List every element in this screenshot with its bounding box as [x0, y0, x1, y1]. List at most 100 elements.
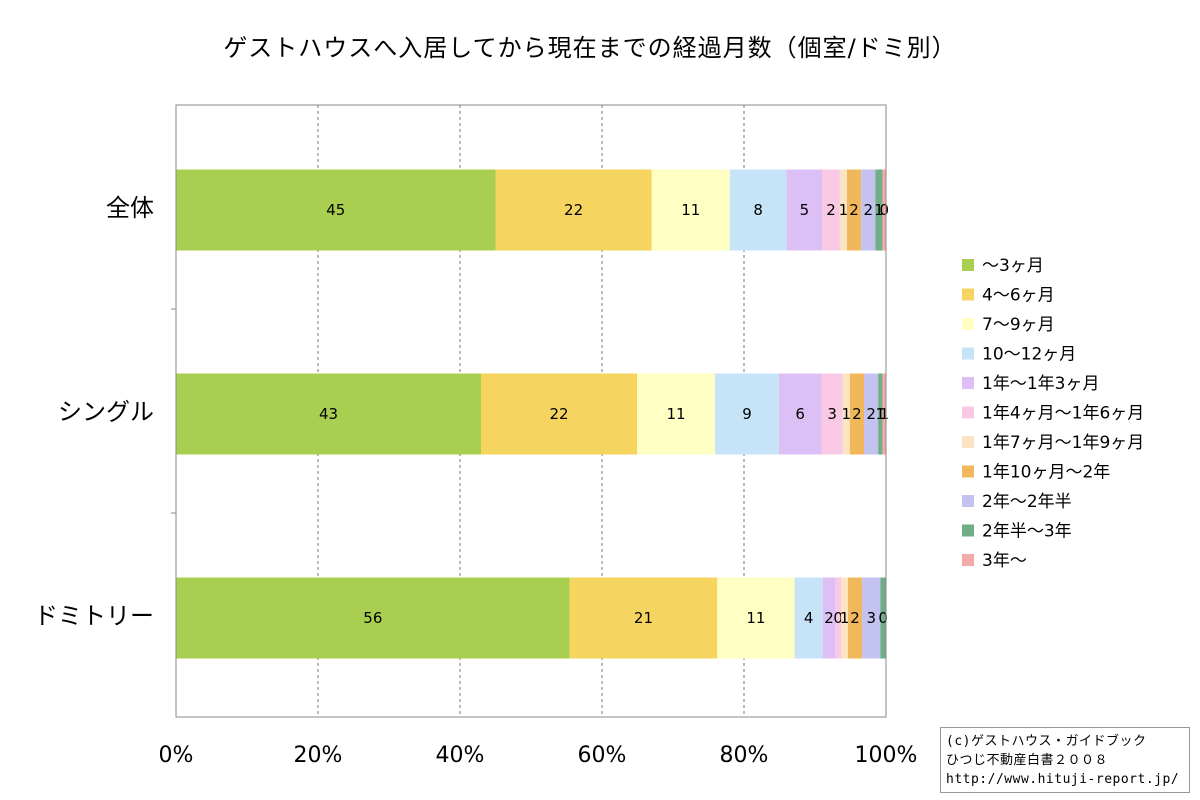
legend-swatch [962, 495, 974, 507]
x-tick-label: 20% [294, 743, 343, 768]
bar-segment [729, 169, 787, 251]
bar-segment [839, 169, 847, 251]
data-label: 11 [746, 609, 765, 627]
bar-segment [861, 169, 876, 251]
data-label: 11 [681, 201, 700, 219]
legend-swatch [962, 288, 974, 301]
legend-label: 1年4ヶ月～1年6ヶ月 [982, 404, 1144, 424]
bar-segment [717, 577, 795, 659]
data-label: 22 [549, 405, 568, 423]
legend-label: 2年～2年半 [982, 492, 1072, 512]
plot-frame [175, 104, 887, 718]
data-label: 45 [326, 201, 345, 219]
legend-label: 1年7ヶ月～1年9ヶ月 [982, 433, 1144, 453]
bar-segment [835, 577, 842, 659]
legend-swatch [962, 406, 974, 419]
category-label: 全体 [106, 194, 154, 222]
data-label: 1 [840, 609, 850, 627]
bar-segment [480, 373, 638, 455]
data-label: 2 [850, 609, 860, 627]
bar-segment [651, 169, 730, 251]
bar-segment [849, 373, 865, 455]
data-label: 1 [839, 201, 849, 219]
data-label: 1 [876, 405, 886, 423]
bar-segment [864, 373, 879, 455]
data-label: 21 [634, 609, 653, 627]
bar-segment [176, 169, 496, 251]
bar-segment [786, 169, 823, 251]
bar-segment [862, 577, 881, 659]
credit-line-url: http://www.hituji-report.jp/ [946, 772, 1180, 787]
data-label: 3 [827, 405, 837, 423]
bar-segment [715, 373, 779, 455]
data-label: 6 [795, 405, 805, 423]
bar-segment [882, 373, 886, 455]
legend-label: 7～9ヶ月 [982, 315, 1055, 335]
bar-segment [176, 577, 570, 659]
bar-segment [880, 577, 886, 659]
data-label: 2 [849, 201, 859, 219]
x-tick-label: 40% [436, 743, 485, 768]
data-label: 9 [742, 405, 752, 423]
bar-segment [878, 373, 883, 455]
data-label: 2 [852, 405, 862, 423]
bar-segment [822, 169, 840, 251]
data-label: 0 [879, 201, 889, 219]
legend-swatch [962, 347, 974, 360]
data-label: 11 [667, 405, 686, 423]
legend-swatch [962, 524, 974, 537]
category-label: シングル [58, 398, 154, 426]
bar-segment [822, 577, 836, 659]
data-label: 5 [800, 201, 810, 219]
bar-segment [842, 373, 850, 455]
credit-line-copyright: (c)ゲストハウス・ガイドブック [946, 734, 1147, 749]
bar-segment [794, 577, 823, 659]
legend-swatch [962, 554, 974, 566]
legend-swatch [962, 465, 974, 478]
legend-label: 1年～1年3ヶ月 [982, 374, 1099, 394]
x-tick-label: 0% [159, 743, 194, 768]
data-label: 2 [826, 201, 836, 219]
bar-segment [841, 577, 849, 659]
credit-line-title: ひつじ不動産白書２００８ [946, 753, 1109, 768]
data-label: 8 [753, 201, 763, 219]
bar-segment [875, 169, 883, 251]
data-label: 3 [866, 609, 876, 627]
legend-swatch [962, 318, 974, 330]
legend-label: 10～12ヶ月 [982, 345, 1076, 365]
data-label: 1 [874, 201, 884, 219]
category-label: ドミトリー [34, 602, 154, 630]
legend: ～3ヶ月 4～6ヶ月 7～9ヶ月 10～12ヶ月 1年～1年3ヶ月 1年4ヶ月～1年6ヶ月… [962, 256, 1144, 571]
data-label: 4 [804, 609, 814, 627]
legend-swatch [962, 436, 974, 448]
data-label: 2 [863, 201, 873, 219]
data-label: 56 [363, 609, 382, 627]
bar-segment [778, 373, 822, 455]
data-label: 2 [824, 609, 834, 627]
bar-segment [495, 169, 652, 251]
bar-segment [176, 373, 481, 455]
bar-segment [821, 373, 843, 455]
data-label: 1 [879, 405, 889, 423]
bar-segment [637, 373, 716, 455]
legend-label: 2年半～3年 [982, 522, 1072, 542]
chart-title: ゲストハウスへ入居してから現在までの経過月数（個室/ドミ別） [223, 34, 957, 62]
x-tick-label: 60% [578, 743, 627, 768]
data-label: 0 [833, 609, 843, 627]
data-label: 2 [866, 405, 876, 423]
legend-swatch [962, 377, 974, 389]
legend-label: 4～6ヶ月 [982, 286, 1055, 306]
legend-label: 3年～ [982, 551, 1027, 571]
legend-label: ～3ヶ月 [982, 256, 1044, 276]
data-label: 22 [564, 201, 583, 219]
data-label: 43 [319, 405, 338, 423]
legend-label: 1年10ヶ月～2年 [982, 463, 1110, 483]
x-tick-label: 80% [720, 743, 769, 768]
credit-box: (c)ゲストハウス・ガイドブック ひつじ不動産白書２００８ http://www… [940, 727, 1190, 793]
legend-swatch [962, 259, 974, 271]
data-label: 0 [878, 609, 888, 627]
bar-segment [846, 169, 862, 251]
